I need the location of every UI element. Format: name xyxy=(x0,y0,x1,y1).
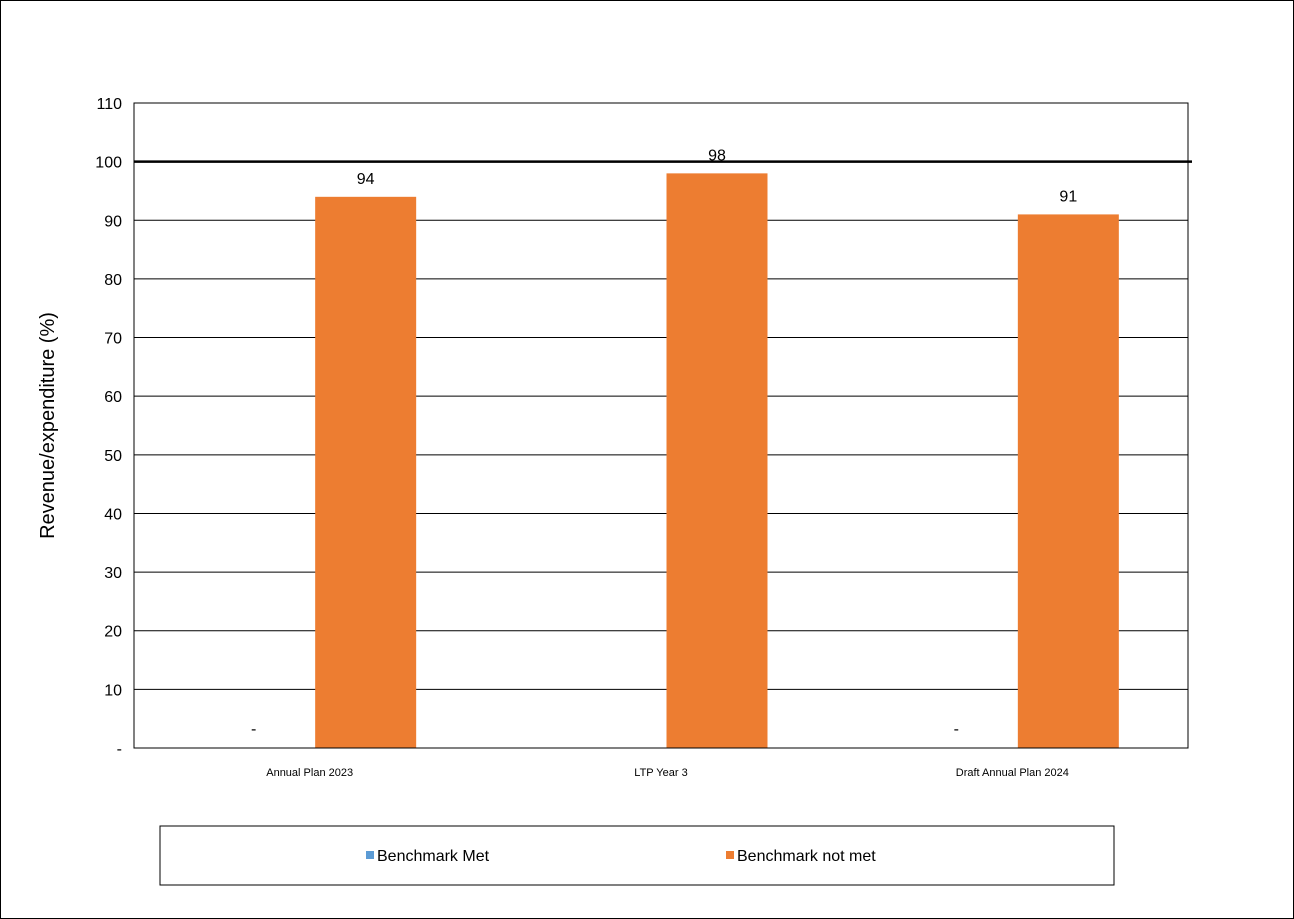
data-label: - xyxy=(251,721,256,738)
data-label: 98 xyxy=(708,147,726,164)
data-label: 94 xyxy=(357,171,375,188)
y-tick-label: - xyxy=(117,741,122,758)
bar xyxy=(315,196,417,748)
y-tick-label: 50 xyxy=(104,448,122,465)
y-tick-label: 40 xyxy=(104,506,122,523)
y-tick-label: 110 xyxy=(96,96,122,113)
data-label: 91 xyxy=(1059,188,1077,205)
y-tick-label: 20 xyxy=(104,624,122,641)
legend: Benchmark Met Benchmark not met xyxy=(159,825,1115,886)
x-category-label: LTP Year 3 xyxy=(634,767,687,779)
bars xyxy=(315,173,1119,749)
legend-label: Benchmark not met xyxy=(737,848,876,865)
plot-area-border xyxy=(133,102,1189,749)
bar xyxy=(666,173,768,748)
x-category-label: Draft Annual Plan 2024 xyxy=(956,767,1069,779)
y-axis-title: Revenue/expenditure (%) xyxy=(37,312,59,539)
legend-swatch xyxy=(726,851,734,859)
labels: - 10 20 30 40 50 60 70 80 90 100 110 - - 94 98 91 Annual … xyxy=(95,96,1077,779)
y-tick-label: 80 xyxy=(104,272,122,289)
legend-box xyxy=(159,825,1115,886)
y-tick-label: 30 xyxy=(104,565,122,582)
bar xyxy=(1017,214,1119,749)
y-tick-label: 70 xyxy=(104,331,122,348)
y-tick-label: 10 xyxy=(104,682,122,699)
legend-swatch xyxy=(366,851,374,859)
y-tick-label: 60 xyxy=(104,389,122,406)
y-tick-label: 90 xyxy=(104,213,122,230)
x-category-label: Annual Plan 2023 xyxy=(266,767,353,779)
y-tick-label: 100 xyxy=(95,155,122,172)
data-label: - xyxy=(954,721,959,738)
legend-label: Benchmark Met xyxy=(377,848,490,865)
